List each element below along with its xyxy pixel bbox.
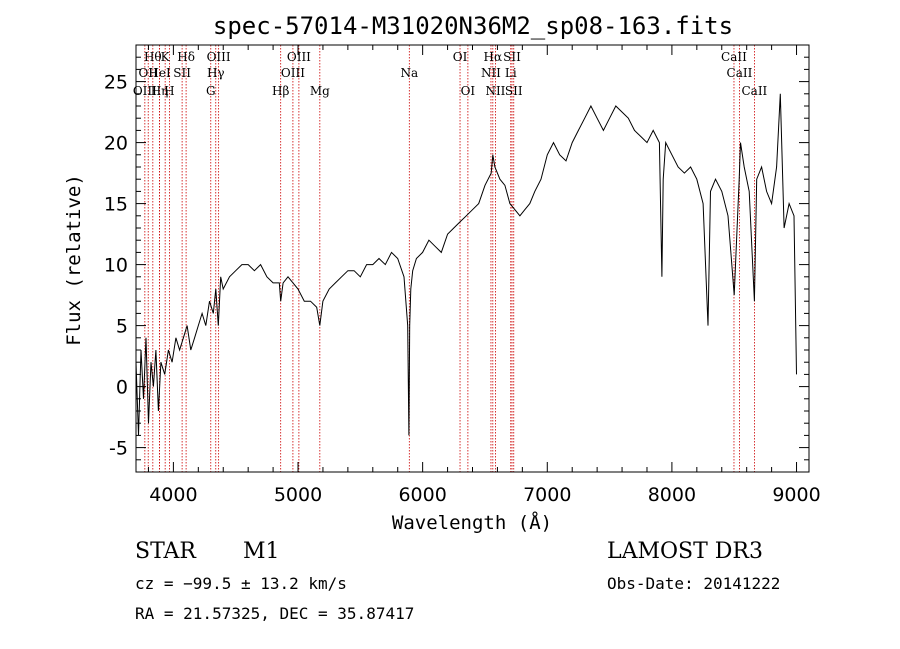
x-tick-label: 4000: [149, 484, 197, 506]
redshift-text: cz = −99.5 ± 13.2 km/s: [135, 574, 347, 593]
line-label: OIII: [287, 50, 311, 64]
line-label: OIII: [207, 50, 231, 64]
line-label: SII: [173, 66, 191, 80]
x-axis-label: Wavelength (Å): [392, 511, 552, 534]
line-label: Mg: [310, 84, 330, 98]
line-label: OI: [461, 84, 476, 98]
line-label: Hδ: [177, 50, 195, 64]
line-label: Hβ: [272, 84, 289, 98]
chart-title: spec-57014-M31020N36M2_sp08-163.fits: [213, 12, 733, 40]
x-tick-label: 9000: [772, 484, 820, 506]
y-tick-label: 25: [104, 72, 128, 94]
line-label: Na: [400, 66, 418, 80]
line-label: OIII: [133, 84, 157, 98]
y-axis: -5 0 5 10 15 20 25: [104, 44, 809, 461]
line-label: OI: [453, 50, 468, 64]
y-tick-label: 15: [104, 194, 128, 216]
line-label: OII: [139, 66, 159, 80]
obs-date: Obs-Date: 20141222: [607, 574, 781, 593]
y-tick-label: 10: [104, 255, 128, 277]
spectrum-line: [135, 93, 797, 436]
line-label: HeI: [148, 66, 171, 80]
survey-name: LAMOST DR3: [607, 539, 763, 564]
object-subclass: M1: [243, 539, 280, 564]
line-label: G: [206, 84, 216, 98]
y-tick-label: -5: [109, 438, 128, 460]
x-tick-label: 6000: [398, 484, 446, 506]
x-axis: 4000 5000 6000 7000 8000 9000: [147, 45, 821, 506]
y-axis-label: Flux (relative): [63, 174, 85, 346]
object-class: STAR: [135, 539, 196, 564]
line-label: K: [161, 50, 171, 64]
line-label: NII: [485, 84, 505, 98]
line-label: CaII: [721, 50, 747, 64]
line-label: Hγ: [207, 66, 225, 80]
spectral-line-labels: OIII OII Hθ HeI Hη K H SII Hδ G Hγ OIII Hβ OIII OIII Mg…: [133, 50, 768, 98]
y-tick-label: 20: [104, 133, 128, 155]
coordinates-text: RA = 21.57325, DEC = 35.87417: [135, 604, 415, 623]
line-label: CaII: [727, 66, 753, 80]
line-label: Hη: [151, 84, 169, 98]
y-tick-label: 0: [116, 377, 128, 399]
line-label: Hα: [484, 50, 503, 64]
line-label: Hθ: [144, 50, 162, 64]
line-label: OIII: [281, 66, 305, 80]
line-label: SII: [503, 50, 521, 64]
x-tick-label: 8000: [648, 484, 696, 506]
line-label: SII: [505, 84, 523, 98]
x-tick-label: 5000: [274, 484, 322, 506]
line-label: H: [164, 84, 174, 98]
line-label: CaII: [741, 84, 767, 98]
plot-frame: [135, 44, 810, 473]
line-label: NII: [481, 66, 501, 80]
line-label: Li: [505, 66, 517, 80]
spectral-line-markers: [144, 45, 755, 472]
x-tick-label: 7000: [523, 484, 571, 506]
y-tick-label: 5: [116, 316, 128, 338]
